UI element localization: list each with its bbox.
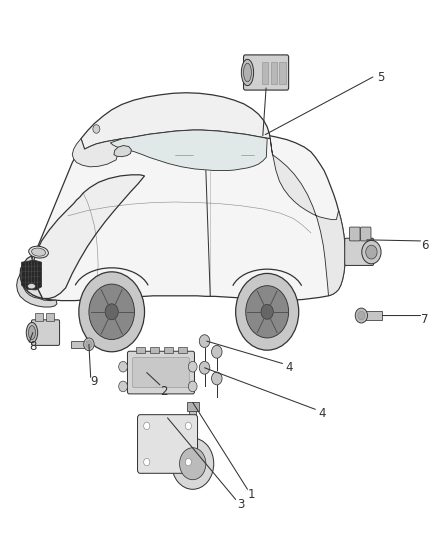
Bar bbox=[187, 402, 199, 411]
Text: 3: 3 bbox=[237, 498, 244, 511]
Bar bbox=[361, 311, 382, 320]
Circle shape bbox=[355, 308, 367, 323]
Circle shape bbox=[86, 341, 92, 348]
Text: 4: 4 bbox=[318, 407, 326, 419]
Ellipse shape bbox=[244, 63, 251, 82]
Circle shape bbox=[180, 448, 206, 480]
Circle shape bbox=[144, 422, 150, 430]
Circle shape bbox=[79, 272, 145, 352]
FancyBboxPatch shape bbox=[133, 358, 189, 387]
Circle shape bbox=[199, 335, 210, 348]
FancyBboxPatch shape bbox=[127, 351, 194, 394]
Bar bbox=[136, 347, 145, 353]
Bar bbox=[71, 341, 89, 348]
Polygon shape bbox=[72, 139, 123, 167]
Circle shape bbox=[261, 304, 273, 319]
Circle shape bbox=[93, 125, 100, 133]
Circle shape bbox=[172, 438, 214, 489]
Circle shape bbox=[188, 361, 197, 372]
Polygon shape bbox=[20, 256, 42, 298]
Text: 7: 7 bbox=[421, 313, 429, 326]
Bar bbox=[279, 62, 286, 84]
Circle shape bbox=[188, 381, 197, 392]
FancyBboxPatch shape bbox=[350, 227, 360, 241]
Circle shape bbox=[144, 458, 150, 466]
Ellipse shape bbox=[26, 322, 38, 343]
Circle shape bbox=[358, 311, 365, 320]
Ellipse shape bbox=[241, 59, 254, 86]
Bar bbox=[271, 62, 277, 84]
FancyBboxPatch shape bbox=[138, 415, 198, 473]
Polygon shape bbox=[17, 274, 57, 307]
Circle shape bbox=[89, 284, 134, 340]
Bar bbox=[189, 410, 196, 440]
Bar bbox=[262, 62, 268, 84]
Bar bbox=[150, 347, 159, 353]
FancyBboxPatch shape bbox=[244, 55, 289, 90]
FancyBboxPatch shape bbox=[345, 238, 374, 265]
Circle shape bbox=[366, 245, 377, 259]
Circle shape bbox=[119, 381, 127, 392]
Bar bbox=[46, 313, 54, 321]
Ellipse shape bbox=[32, 248, 46, 256]
Polygon shape bbox=[114, 146, 131, 157]
Ellipse shape bbox=[29, 246, 48, 258]
Polygon shape bbox=[270, 139, 345, 296]
Circle shape bbox=[362, 240, 381, 264]
Text: 6: 6 bbox=[421, 239, 429, 252]
FancyBboxPatch shape bbox=[360, 227, 371, 241]
Circle shape bbox=[199, 361, 210, 374]
Text: 9: 9 bbox=[90, 375, 98, 387]
Circle shape bbox=[212, 345, 222, 358]
Text: 1: 1 bbox=[248, 488, 256, 501]
Bar bbox=[35, 313, 43, 321]
Ellipse shape bbox=[28, 326, 35, 340]
Ellipse shape bbox=[28, 284, 35, 289]
Bar bbox=[178, 347, 187, 353]
Circle shape bbox=[185, 458, 191, 466]
Circle shape bbox=[246, 286, 289, 338]
Polygon shape bbox=[81, 93, 270, 149]
Text: 4: 4 bbox=[285, 361, 293, 374]
Circle shape bbox=[212, 372, 222, 385]
Circle shape bbox=[185, 422, 191, 430]
FancyBboxPatch shape bbox=[32, 320, 60, 345]
Polygon shape bbox=[20, 129, 345, 301]
Text: 8: 8 bbox=[29, 340, 36, 353]
Polygon shape bbox=[110, 130, 267, 171]
Circle shape bbox=[84, 338, 94, 351]
Text: 5: 5 bbox=[378, 71, 385, 84]
Polygon shape bbox=[21, 260, 42, 290]
Circle shape bbox=[236, 273, 299, 350]
Polygon shape bbox=[33, 175, 145, 298]
Bar bbox=[164, 347, 173, 353]
Circle shape bbox=[105, 304, 118, 320]
Circle shape bbox=[119, 361, 127, 372]
Text: 2: 2 bbox=[160, 385, 168, 398]
